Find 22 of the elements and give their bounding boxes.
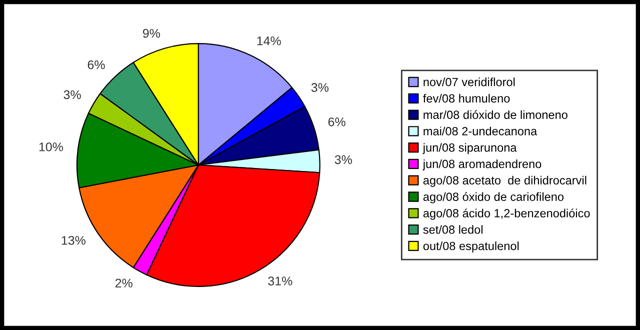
legend-label: mar/08 dióxido de limoneno	[424, 110, 568, 119]
data-label: 3%	[311, 83, 329, 92]
legend-label: set/08 ledol	[423, 225, 482, 234]
data-label: 31%	[268, 276, 292, 286]
data-label: 9%	[142, 28, 160, 38]
data-label: 13%	[62, 236, 86, 245]
legend-label: ago/08 ácido 1,2-benzenodióico	[423, 208, 590, 220]
legend-label: out/08 espatulenol	[423, 242, 519, 253]
data-label: 6%	[328, 117, 346, 126]
legend-label: ago/08 acetato de dihidrocarvil	[423, 176, 586, 187]
legend-label: ago/08 óxido de cariofileno	[423, 192, 564, 204]
legend-label: mai/08 2-undecanona	[424, 126, 538, 136]
data-label: 14%	[257, 36, 281, 46]
data-label: 3%	[64, 90, 81, 100]
data-label: 2%	[115, 278, 132, 288]
legend-label: jun/08 siparunona	[422, 143, 517, 154]
legend-label: nov/07 veridiflorol	[424, 78, 515, 86]
legend-label: fev/08 humuleno	[423, 94, 510, 103]
data-label: 10%	[39, 142, 64, 152]
legend-label: jun/08 aromadendreno	[422, 159, 542, 170]
data-label: 3%	[334, 155, 352, 164]
data-label: 6%	[88, 60, 105, 70]
